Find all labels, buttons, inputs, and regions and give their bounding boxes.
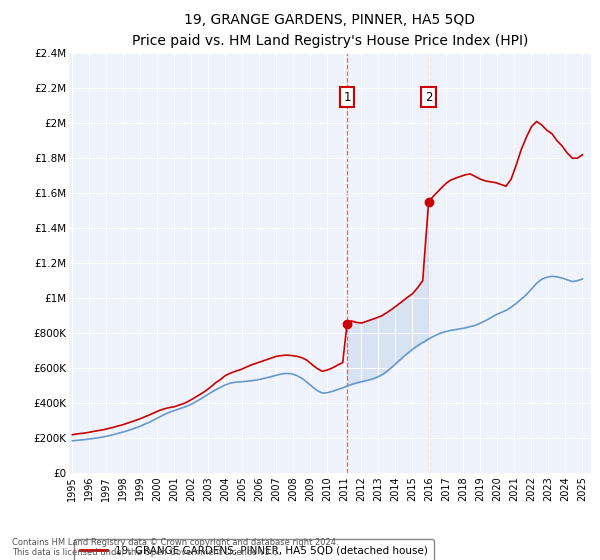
Legend: 19, GRANGE GARDENS, PINNER, HA5 5QD (detached house), HPI: Average price, detach: 19, GRANGE GARDENS, PINNER, HA5 5QD (det… <box>74 539 434 560</box>
Text: 2: 2 <box>425 91 433 104</box>
Text: 1: 1 <box>343 91 351 104</box>
Title: 19, GRANGE GARDENS, PINNER, HA5 5QD
Price paid vs. HM Land Registry's House Pric: 19, GRANGE GARDENS, PINNER, HA5 5QD Pric… <box>132 13 528 48</box>
Text: Contains HM Land Registry data © Crown copyright and database right 2024.
This d: Contains HM Land Registry data © Crown c… <box>12 538 338 557</box>
